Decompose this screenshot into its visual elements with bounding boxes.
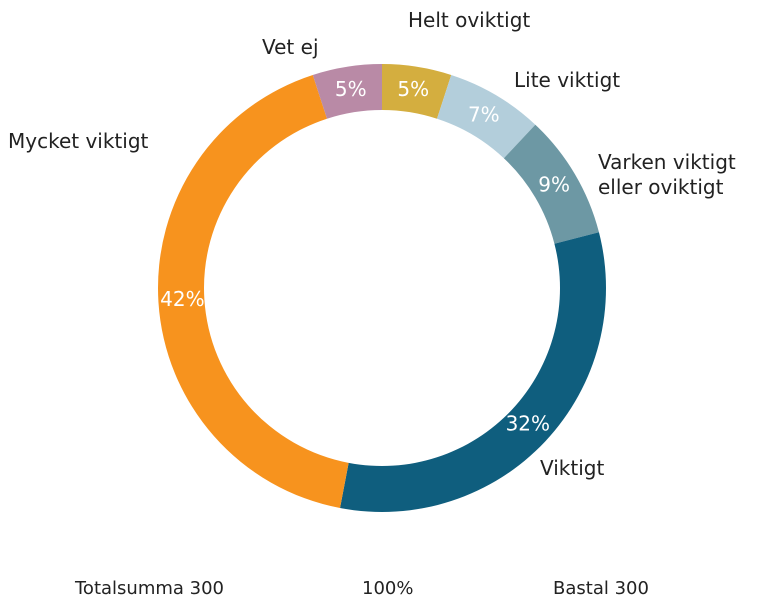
slice — [437, 74, 536, 159]
footer-text: 100% — [362, 578, 414, 596]
category-label: Vet ej — [262, 35, 319, 59]
category-label: Viktigt — [540, 456, 605, 480]
value-label: 7% — [468, 102, 500, 126]
slice — [312, 64, 382, 119]
value-label: 5% — [335, 77, 367, 101]
slice — [382, 64, 452, 119]
slice — [340, 232, 607, 513]
value-label: 42% — [160, 287, 204, 311]
footer-text: Totalsumma 300 — [75, 578, 225, 596]
category-label: Helt oviktigt — [408, 8, 531, 32]
slice — [503, 124, 599, 244]
slice — [158, 74, 349, 509]
category-label: Varken viktigt eller oviktigt — [598, 150, 736, 199]
value-label: 32% — [506, 411, 550, 435]
value-label: 9% — [538, 173, 570, 197]
footer-text: Bastal 300 — [553, 578, 649, 596]
value-label: 5% — [397, 77, 429, 101]
category-label: Lite viktigt — [514, 68, 621, 92]
category-label: Mycket viktigt — [8, 129, 149, 153]
